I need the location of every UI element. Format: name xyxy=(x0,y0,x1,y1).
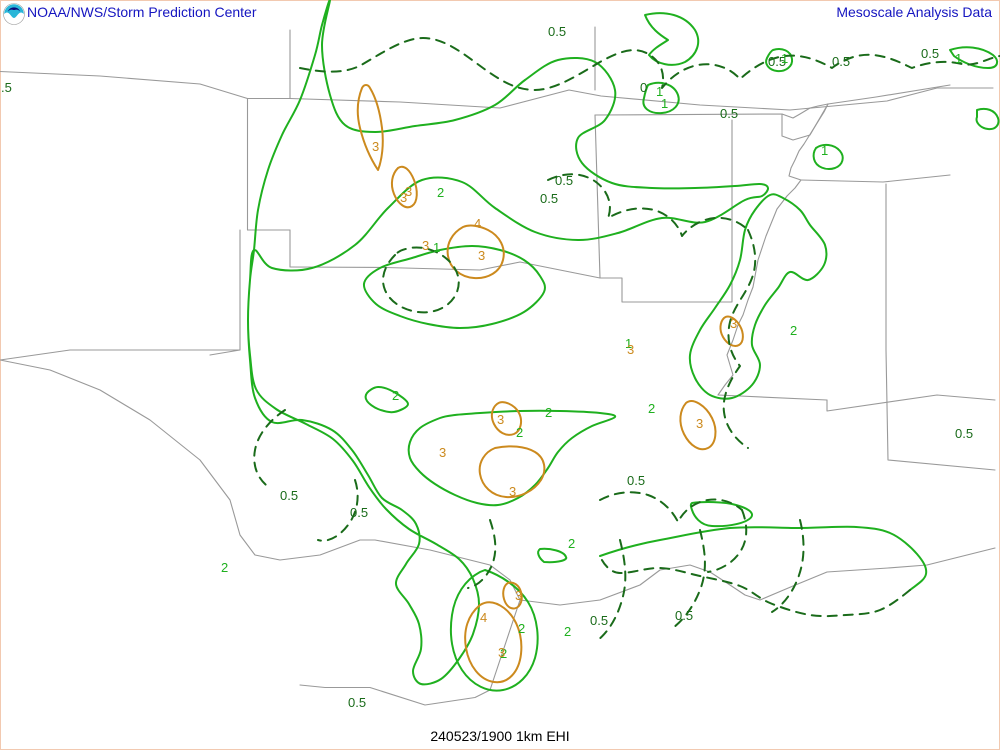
svg-text:0.5: 0.5 xyxy=(280,488,298,503)
svg-text:2: 2 xyxy=(392,388,399,403)
svg-text:1: 1 xyxy=(781,51,788,66)
svg-text:0.5: 0.5 xyxy=(540,191,558,206)
svg-text:3: 3 xyxy=(400,190,407,205)
svg-text:3: 3 xyxy=(422,238,429,253)
svg-text:0.5: 0.5 xyxy=(348,695,366,710)
svg-text:3: 3 xyxy=(515,588,522,603)
svg-text:0.5: 0.5 xyxy=(720,106,738,121)
svg-text:2: 2 xyxy=(568,536,575,551)
svg-text:0.5: 0.5 xyxy=(1,80,647,95)
svg-text:2: 2 xyxy=(648,401,655,416)
svg-text:0.5: 0.5 xyxy=(590,613,608,628)
svg-text:0.5: 0.5 xyxy=(921,46,939,61)
svg-text:2: 2 xyxy=(518,621,525,636)
svg-text:2: 2 xyxy=(221,560,228,575)
svg-text:2: 2 xyxy=(790,323,797,338)
svg-text:3: 3 xyxy=(627,342,634,357)
svg-text:2: 2 xyxy=(564,624,571,639)
svg-text:3: 3 xyxy=(696,416,703,431)
svg-text:3: 3 xyxy=(372,139,379,154)
svg-text:1: 1 xyxy=(656,84,663,99)
svg-text:0.5: 0.5 xyxy=(955,426,973,441)
svg-text:4: 4 xyxy=(474,216,481,231)
svg-text:1: 1 xyxy=(433,240,440,255)
svg-text:0.5: 0.5 xyxy=(675,608,693,623)
svg-text:0.5: 0.5 xyxy=(627,473,645,488)
svg-text:0.5: 0.5 xyxy=(350,505,368,520)
svg-text:2: 2 xyxy=(516,425,523,440)
svg-text:3: 3 xyxy=(498,645,505,660)
svg-text:0.5: 0.5 xyxy=(555,173,573,188)
svg-text:0.5: 0.5 xyxy=(548,24,566,39)
svg-text:2: 2 xyxy=(545,405,552,420)
svg-text:2: 2 xyxy=(437,185,444,200)
svg-text:3: 3 xyxy=(509,484,516,499)
svg-text:3: 3 xyxy=(439,445,446,460)
svg-text:3: 3 xyxy=(478,248,485,263)
svg-text:3: 3 xyxy=(730,316,737,331)
svg-text:1: 1 xyxy=(821,143,828,158)
svg-text:3: 3 xyxy=(497,412,504,427)
svg-text:1: 1 xyxy=(955,51,962,66)
svg-text:4: 4 xyxy=(480,610,487,625)
svg-text:0.5: 0.5 xyxy=(832,54,850,69)
